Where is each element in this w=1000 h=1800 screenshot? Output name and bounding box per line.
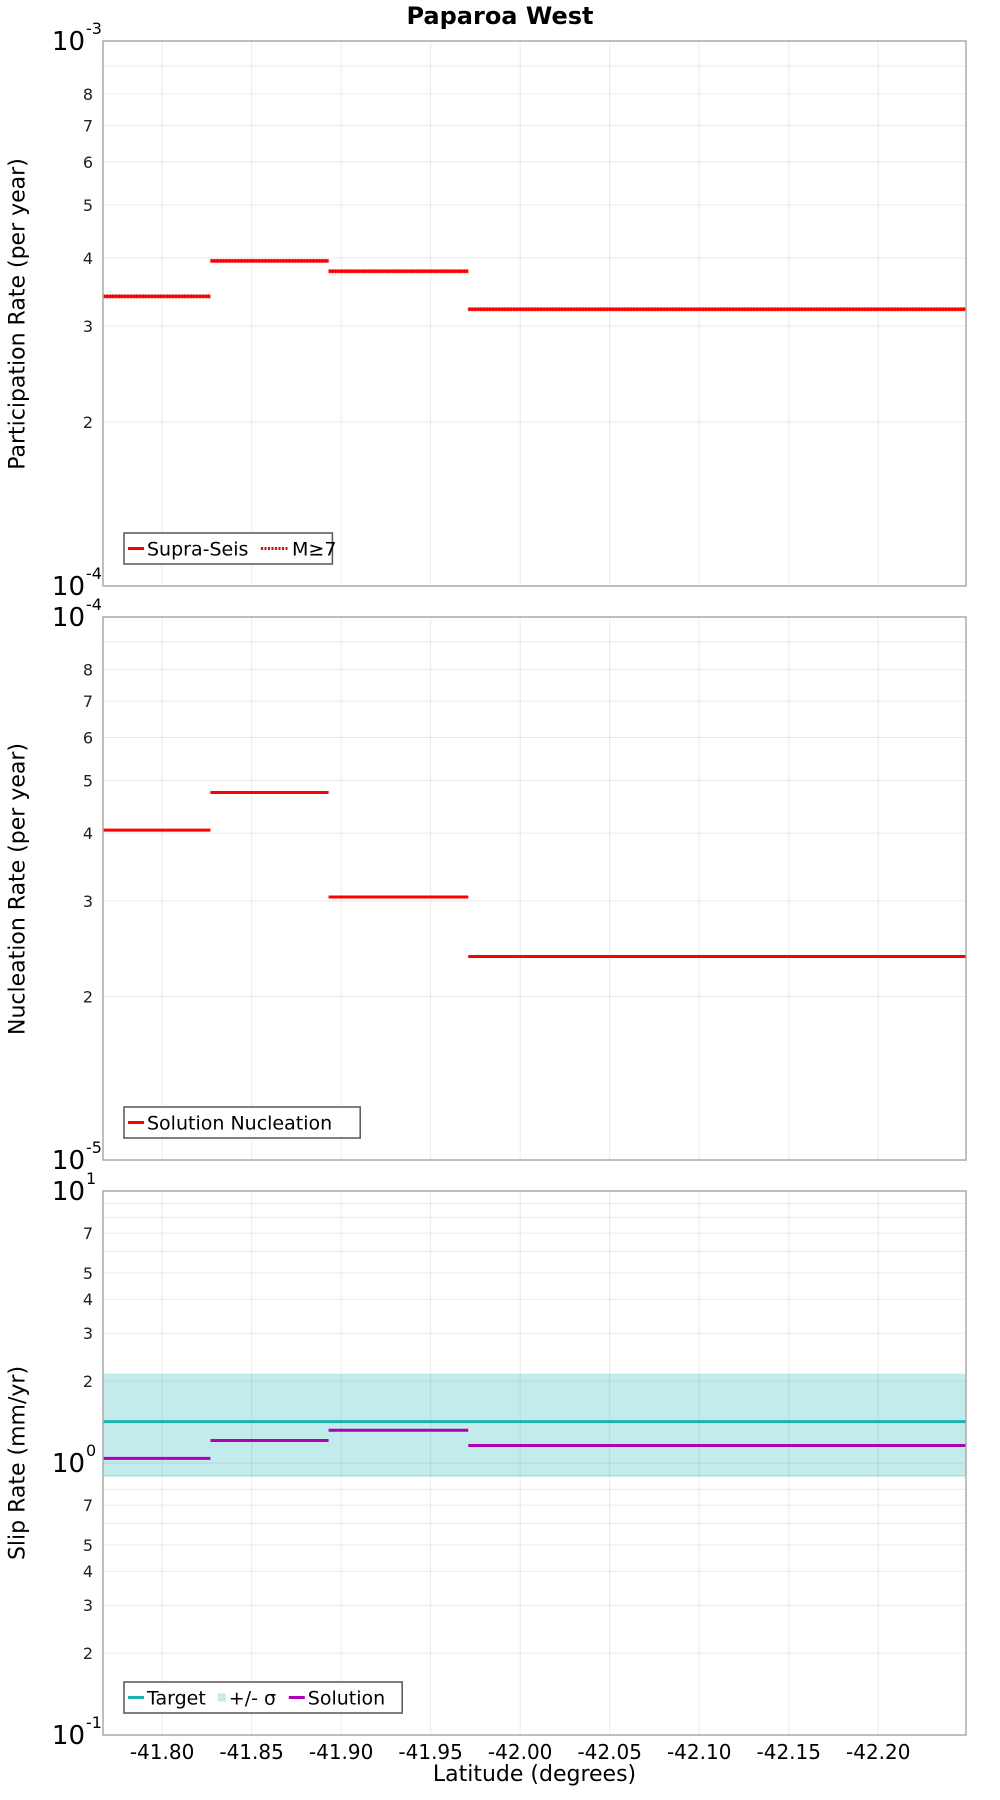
y-tick-label: 2	[83, 1644, 93, 1663]
power-label-base: 10	[52, 1146, 85, 1176]
y-tick-label-min: 10 -5	[52, 1138, 102, 1176]
y-tick-label-max: 10 1	[52, 1169, 96, 1207]
plot-frame	[102, 40, 967, 587]
y-tick-label: 3	[83, 1596, 93, 1615]
x-tick-label: -41.95	[398, 1740, 462, 1764]
chart-title: Paparoa West	[406, 2, 594, 30]
power-label-base: 10	[52, 1177, 85, 1207]
y-tick-label: 3	[83, 892, 93, 911]
x-tick-label: -42.20	[846, 1740, 910, 1764]
y-tick-label-mid: 10 0	[52, 1441, 96, 1479]
y-tick-label: 5	[83, 1264, 93, 1283]
series-solution	[103, 1428, 966, 1460]
x-tick-label: -41.80	[130, 1740, 194, 1764]
legend-label: Target	[146, 1688, 206, 1710]
power-label-exponent: -4	[86, 564, 102, 583]
x-tick-label: -41.85	[219, 1740, 283, 1764]
legend-label: +/- σ	[229, 1688, 276, 1710]
y-tick-label: 5	[83, 1536, 93, 1555]
legend-label: M≥7	[292, 539, 336, 561]
power-label-base: 10	[52, 1449, 85, 1479]
power-label-base: 10	[52, 572, 85, 602]
y-tick-label: 7	[83, 1496, 93, 1515]
y-tick-label: 4	[83, 1562, 93, 1581]
y-tick-label: 2	[83, 1372, 93, 1391]
y-axis-label-participation: Participation Rate (per year)	[5, 157, 31, 470]
series-m-7	[103, 258, 966, 312]
y-tick-label: 7	[83, 692, 93, 711]
y-tick-label-max: 10 -3	[52, 19, 102, 57]
y-tick-label: 6	[83, 728, 93, 747]
legend: Supra-Seis M≥7	[123, 532, 336, 565]
power-label-exponent: -5	[86, 1138, 102, 1157]
power-label-base: 10	[52, 1721, 85, 1751]
plot-frame	[102, 616, 967, 1161]
x-tick-label: -42.05	[577, 1740, 641, 1764]
legend-box	[123, 1106, 361, 1139]
y-tick-label: 5	[83, 771, 93, 790]
legend-box	[123, 1681, 403, 1714]
y-tick-label: 2	[83, 988, 93, 1007]
x-axis-label: Latitude (degrees)	[432, 1762, 637, 1787]
sigma-band	[103, 1373, 966, 1477]
grid-lines	[103, 41, 966, 586]
y-tick-label-min: 10 -4	[52, 564, 102, 602]
x-tick-label: -42.10	[667, 1740, 731, 1764]
y-axis-label-nucleation: Nucleation Rate (per year)	[5, 742, 31, 1035]
y-axis-label-slip-rate: Slip Rate (mm/yr)	[5, 1365, 31, 1561]
y-tick-label: 7	[83, 116, 93, 135]
y-tick-label: 8	[83, 661, 93, 680]
y-tick-label: 4	[83, 1290, 93, 1309]
power-label-exponent: -4	[86, 595, 102, 614]
legend-label: Solution	[308, 1688, 385, 1710]
x-tick-labels: -41.80 -41.85 -41.90 -41.95 -42.00 -42.05 -42.…	[130, 1740, 911, 1764]
legend: Solution Nucleation	[123, 1106, 361, 1139]
power-label-base: 10	[52, 27, 85, 57]
legend: Target +/- σ Solution	[123, 1681, 403, 1714]
legend-box	[123, 532, 334, 565]
y-tick-label-min: 10 -1	[52, 1713, 102, 1751]
y-tick-label: 3	[83, 1324, 93, 1343]
y-tick-label-max: 10 -4	[52, 595, 102, 633]
x-tick-label: -42.00	[488, 1740, 552, 1764]
y-tick-label: 2	[83, 413, 93, 432]
power-label-exponent: 0	[86, 1441, 96, 1460]
plot-area	[103, 617, 966, 1160]
plot-area	[103, 41, 966, 586]
y-tick-label: 6	[83, 153, 93, 172]
y-tick-label: 8	[83, 85, 93, 104]
legend-label: Solution Nucleation	[147, 1113, 332, 1135]
x-tick-label: -42.15	[757, 1740, 821, 1764]
power-label-base: 10	[52, 603, 85, 633]
power-label-exponent: 1	[86, 1169, 96, 1188]
legend-label: Supra-Seis	[147, 539, 248, 561]
grid-lines	[103, 1191, 966, 1735]
grid-lines	[103, 617, 966, 1160]
y-tick-label: 5	[83, 196, 93, 215]
x-tick-label: -41.90	[309, 1740, 373, 1764]
y-tick-label: 4	[83, 249, 93, 268]
legend-swatch-band	[217, 1693, 226, 1702]
plot-frame	[102, 1190, 967, 1736]
series-solution-nucleation	[103, 791, 966, 959]
y-tick-label: 7	[83, 1224, 93, 1243]
y-tick-label: 4	[83, 824, 93, 843]
power-label-exponent: -3	[86, 19, 102, 38]
y-tick-label: 3	[83, 317, 93, 336]
power-label-exponent: -1	[86, 1713, 102, 1732]
